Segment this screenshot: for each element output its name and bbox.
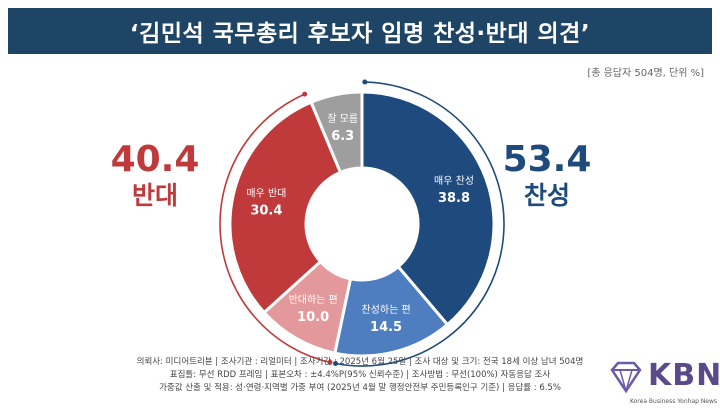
footer-line-3: 가중값 산출 및 적용: 성·연령·지역별 가중 부여 (2025년 4월 말 … bbox=[159, 383, 561, 393]
page-title: ‘김민석 국무총리 후보자 임명 찬성·반대 의견’ bbox=[8, 8, 712, 54]
footer-line-2: 표집틀: 무선 RDD 프레임 | 표본오차 : ±4.4%P(95% 신뢰수준… bbox=[169, 370, 551, 380]
oppose-total: 40.4 bbox=[110, 139, 200, 180]
support-label: 찬성 bbox=[523, 181, 570, 210]
slice-value-1: 14.5 bbox=[370, 320, 402, 335]
support-guide-arc-cap-1 bbox=[333, 361, 339, 367]
slice-label-0: 매우 찬성 bbox=[434, 175, 474, 187]
oppose-label: 반대 bbox=[131, 181, 178, 210]
slice-value-0: 38.8 bbox=[438, 191, 470, 206]
kbn-logo: KBN Korea Business Yonhap News bbox=[608, 358, 720, 410]
donut-slice-3 bbox=[228, 100, 343, 315]
slice-value-2: 10.0 bbox=[297, 310, 329, 325]
donut-slice-4 bbox=[309, 90, 364, 175]
footer-line-1: 의뢰사: 미디어트리뷴 | 조사기관 : 리얼미터 | 조사기간 : 2025년… bbox=[136, 357, 584, 367]
oppose-guide-arc-cap-0 bbox=[327, 359, 333, 365]
donut-slice-0 bbox=[360, 90, 496, 327]
slice-label-1: 찬성하는 편 bbox=[361, 303, 410, 316]
logo-text: KBN bbox=[648, 358, 720, 393]
support-guide-arc bbox=[335, 81, 505, 367]
respondent-note: [총 응답자 504명, 단위 %] bbox=[587, 68, 704, 79]
diamond-icon bbox=[610, 361, 642, 394]
logo-subtitle: Korea Business Yonhap News bbox=[630, 398, 718, 405]
support-summary: 53.4 찬성 bbox=[492, 140, 602, 212]
oppose-guide-arc bbox=[219, 93, 331, 364]
support-total: 53.4 bbox=[502, 139, 592, 180]
slice-label-4: 잘 모름 bbox=[327, 113, 358, 125]
survey-footer: 의뢰사: 미디어트리뷴 | 조사기관 : 리얼미터 | 조사기간 : 2025년… bbox=[0, 356, 720, 395]
oppose-summary: 40.4 반대 bbox=[100, 140, 210, 212]
slice-label-3: 매우 반대 bbox=[246, 188, 286, 200]
slice-value-4: 6.3 bbox=[331, 129, 354, 144]
slice-label-2: 반대하는 편 bbox=[289, 293, 338, 306]
support-guide-arc-cap-0 bbox=[362, 79, 368, 85]
slice-value-3: 30.4 bbox=[250, 204, 282, 219]
oppose-guide-arc-cap-1 bbox=[302, 91, 308, 97]
